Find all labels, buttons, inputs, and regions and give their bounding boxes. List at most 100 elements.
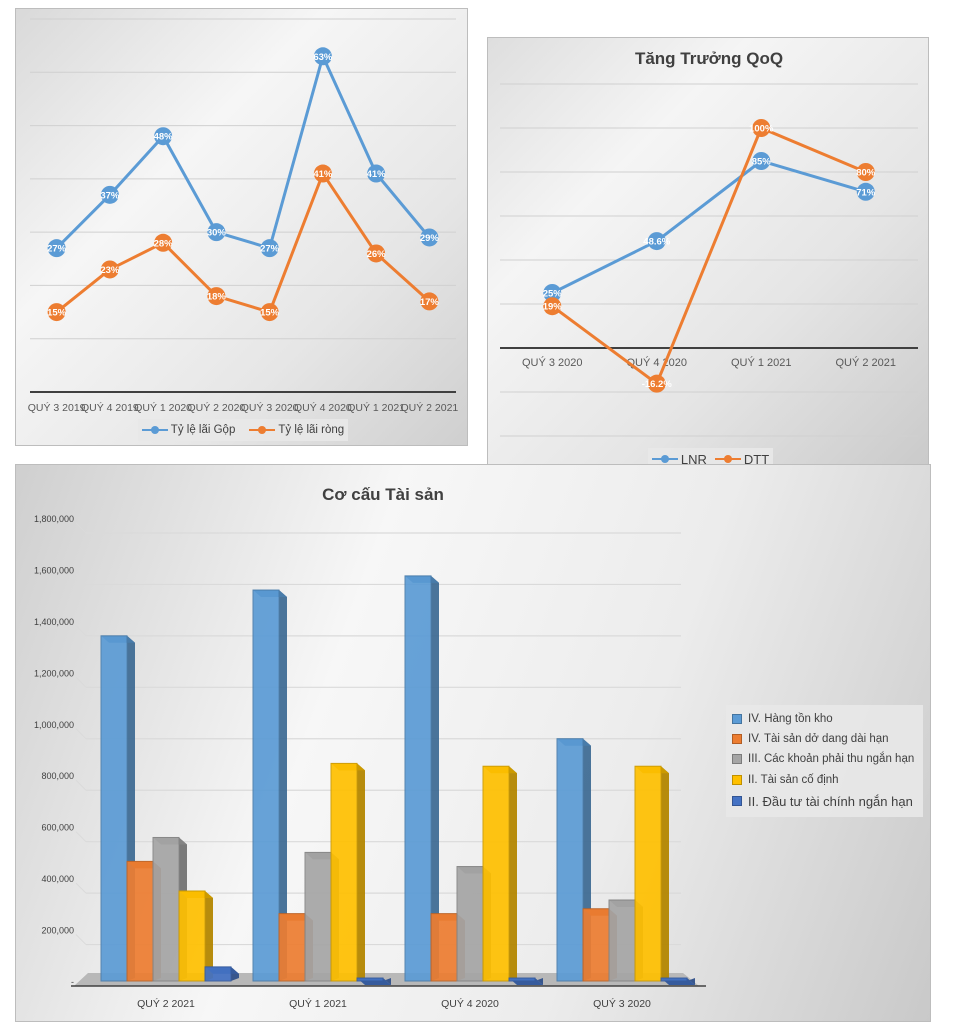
legend-item: II. Đầu tư tài chính ngắn hạn [732,794,917,809]
data-point [47,239,66,258]
bar [152,836,180,982]
data-label: 48.6% [643,237,670,248]
legend-swatch-icon [732,734,742,745]
x-tick-label: QUÝ 2 2020 [187,401,245,414]
data-label: 27% [260,244,280,255]
margin-chart-legend: Tỷ lệ lãi Gộp Tỷ lệ lãi ròng [138,419,348,441]
legend-label: II. Tài sản cố định [748,773,839,786]
bar-side [205,890,213,981]
x-tick-label: QUÝ 1 2021 [347,401,405,414]
data-point [647,374,666,393]
data-point [47,303,66,322]
series-line [55,54,431,250]
data-point [856,163,875,181]
gridline-side [75,882,87,894]
legend-label: Tỷ lệ lãi ròng [278,424,345,436]
y-tick-label: 1,400,000 [34,617,74,627]
legend-swatch-icon [732,754,742,765]
bar [634,765,662,982]
data-label: 28% [154,238,174,249]
legend-label: II. Đầu tư tài chính ngắn hạn [748,793,913,809]
data-label: 15% [260,308,280,319]
margin-chart-panel: QUÝ 3 2019 QUÝ 4 2019 QUÝ 1 2020 QUÝ 2 2020… [15,8,468,446]
bar-side [431,575,439,981]
bar [660,977,688,982]
data-label: 71% [856,187,876,198]
bar-side [279,590,287,981]
data-point [543,297,562,316]
gridline-side [75,522,87,534]
legend-item-net-margin: Tỷ lệ lãi ròng [249,424,344,436]
data-point [313,47,332,66]
x-tick-label: QUÝ 2 2021 [835,356,896,369]
data-label: 27% [47,244,67,255]
bar-side [661,766,669,981]
legend-swatch-icon [732,796,742,807]
data-point [207,223,226,242]
y-tick-label: 1,800,000 [34,514,74,524]
bar [582,908,610,982]
x-tick-label: QUÝ 2 2021 [400,401,458,414]
data-label: 41% [313,169,333,180]
data-point [154,127,173,146]
y-tick-label: 1,200,000 [34,668,74,678]
series-line [55,172,431,314]
legend-item: IV. Hàng tồn kho [732,713,917,725]
legend-line-marker-icon [141,426,168,434]
gridline-side [75,779,87,791]
data-label: 26% [367,249,387,260]
gridline-side [75,676,87,688]
bar [608,899,636,982]
data-point [420,292,439,311]
gridline-side [75,574,87,585]
data-label: 30% [207,228,227,239]
bar [178,890,206,982]
data-label: 100% [749,124,774,135]
gridline-side [75,934,87,945]
bar [304,851,332,982]
gridline-side [75,625,87,637]
series-line [551,159,867,295]
data-point [367,164,386,183]
asset-chart-legend: IV. Hàng tồn kho IV. Tài sản dở dang dài … [726,705,923,817]
data-point [647,232,666,251]
series-line [551,126,867,386]
data-point [752,152,771,170]
x-tick-label: QUÝ 1 2021 [731,356,792,369]
legend-item: II. Tài sản cố định [732,774,917,786]
data-point [420,228,439,247]
legend-line-marker-icon [651,455,678,463]
qoq-chart-svg: Tăng Trưởng QoQ QUÝ 3 2020 QUÝ 4 2020 QUÝ 1… [500,49,918,437]
legend-line-marker-icon [714,455,741,463]
data-label: 37% [100,190,120,201]
bar [404,575,432,982]
bar [482,765,510,982]
legend-item-gross-margin: Tỷ lệ lãi Gộp [141,424,235,436]
legend-label: IV. Hàng tồn kho [748,713,833,726]
x-tick-label: QUÝ 4 2019 [81,401,139,414]
data-point [260,239,279,258]
data-label: 19% [543,302,563,313]
x-tick-label: QUÝ 4 2020 [441,997,499,1010]
legend-line-marker-icon [249,426,276,434]
data-label: 85% [752,157,772,168]
x-tick-label: QUÝ 4 2020 [626,356,687,369]
data-label: 80% [856,168,876,179]
bar [278,913,306,982]
y-tick-label: 1,000,000 [34,720,74,730]
data-label: 41% [367,169,387,180]
legend-item-lnr: LNR [651,451,707,467]
legend-item: IV. Tài sản dở dang dài hạn [732,733,917,745]
y-tick-label: - [71,977,74,987]
bar [356,977,384,982]
bar [556,738,584,982]
asset-chart-panel: Cơ cấu Tài sản - 200,000 400,000 600,000 800,… [15,464,931,1022]
legend-swatch-icon [732,714,742,725]
legend-label: LNR [680,451,707,467]
data-point [313,164,332,183]
data-label: 23% [100,265,120,276]
data-label: 48% [154,132,174,143]
data-label: 17% [420,297,440,308]
y-tick-label: 200,000 [41,926,74,936]
